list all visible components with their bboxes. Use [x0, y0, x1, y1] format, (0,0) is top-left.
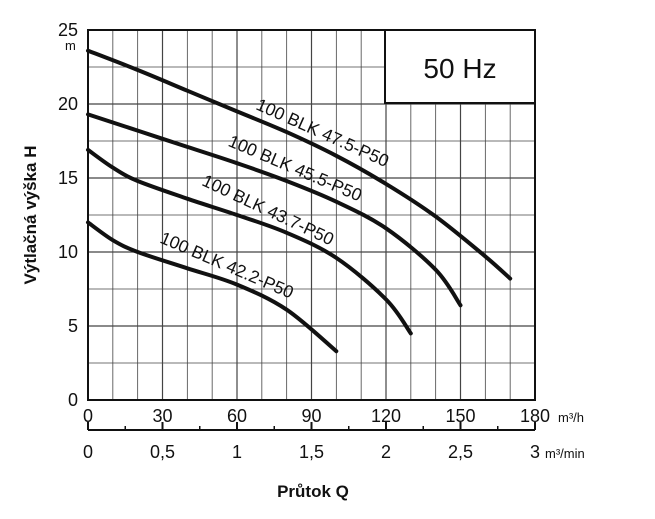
curve-100-blk-45-5-p50 — [86, 112, 463, 308]
x-axis-title: Průtok Q — [277, 482, 349, 501]
x-tick-label: 60 — [227, 406, 247, 426]
y-tick-label: 5 — [68, 316, 78, 336]
y-tick-label: 20 — [58, 94, 78, 114]
curve-100-blk-43-7-p50 — [86, 147, 413, 336]
x2-tick-label: 0,5 — [150, 442, 175, 462]
x-tick-label: 120 — [371, 406, 401, 426]
x2-tick-marks — [87, 422, 536, 430]
x-tick-label: 30 — [152, 406, 172, 426]
frequency-box: 50 Hz — [384, 29, 536, 104]
curve-100-blk-47-5-p50 — [86, 48, 513, 281]
frequency-label: 50 Hz — [423, 53, 496, 84]
y-unit: m — [65, 38, 76, 53]
x-tick-label: 90 — [301, 406, 321, 426]
x2-tick-label: 2,5 — [448, 442, 473, 462]
x2-tick-label: 0 — [83, 442, 93, 462]
y-tick-label: 0 — [68, 390, 78, 410]
x2-unit: m³/min — [545, 446, 585, 461]
plot-frame — [87, 29, 536, 401]
x-unit: m³/h — [558, 410, 584, 425]
x2-tick-label: 1,5 — [299, 442, 324, 462]
x-tick-label: 150 — [445, 406, 475, 426]
y-tick-label: 15 — [58, 168, 78, 188]
curve-100-blk-42-2-p50 — [86, 220, 339, 354]
grid — [88, 30, 535, 400]
x2-tick-label: 3 — [530, 442, 540, 462]
y-tick-label: 10 — [58, 242, 78, 262]
x2-tick-label: 2 — [381, 442, 391, 462]
x-tick-label: 0 — [83, 406, 93, 426]
frequency-box-frame — [384, 29, 536, 104]
tick-labels: 0 5 10 15 20 25 0 30 60 90 120 150 180 0 0,5 1 1,5 2 2,5 3 — [58, 20, 550, 462]
y-tick-label: 25 — [58, 20, 78, 40]
y-axis-title: Výtlačná výška H — [21, 146, 40, 285]
x-tick-label: 180 — [520, 406, 550, 426]
x2-tick-label: 1 — [232, 442, 242, 462]
